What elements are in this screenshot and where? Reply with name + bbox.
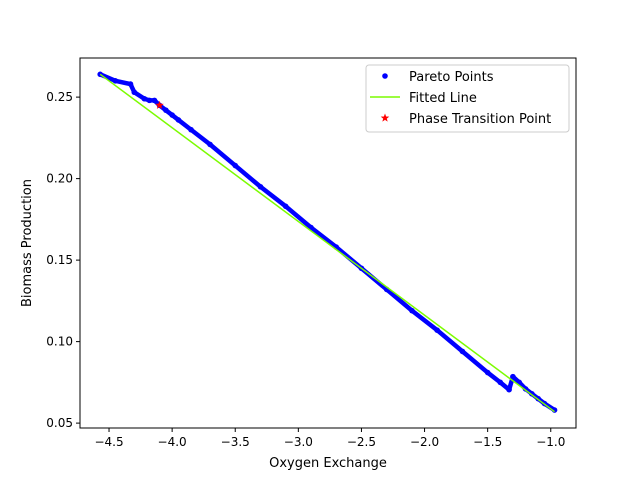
x-tick-label: −1.5 — [473, 435, 502, 449]
y-tick-label: 0.25 — [46, 90, 73, 104]
pareto-point — [188, 126, 194, 133]
pareto-point — [163, 107, 169, 113]
pareto-point — [131, 89, 138, 96]
legend-label-phase-transition-point: Phase Transition Point — [409, 112, 551, 127]
legend-marker-pareto-points — [382, 73, 388, 79]
pareto-point — [282, 203, 289, 210]
pareto-point — [232, 162, 239, 169]
x-tick-label: −2.0 — [410, 435, 439, 449]
pareto-point — [497, 379, 504, 386]
y-tick-label: 0.05 — [46, 416, 73, 430]
x-axis-label: Oxygen Exchange — [269, 456, 387, 471]
y-tick-label: 0.10 — [46, 335, 73, 349]
pareto-point — [257, 183, 264, 190]
pareto-point — [459, 348, 466, 355]
x-tick-label: −3.5 — [221, 435, 250, 449]
pareto-point — [146, 97, 153, 104]
axes-frame — [79, 57, 577, 429]
pareto-point — [510, 373, 516, 380]
pareto-point — [409, 307, 415, 314]
x-tick-label: −4.0 — [158, 435, 187, 449]
x-tick-label: −3.0 — [284, 435, 313, 449]
fitted-line — [99, 73, 555, 413]
x-tick-label: −4.5 — [94, 435, 123, 449]
pareto-point — [112, 78, 119, 84]
x-axis-ticks: −4.5 −4.0 −3.5 −3.0 −2.5 −2.0 −1.5 −1.0 — [94, 428, 565, 449]
plot-area — [97, 71, 558, 413]
phase-transition-point — [155, 100, 164, 109]
pareto-point — [151, 97, 158, 104]
pareto-point — [506, 386, 512, 393]
legend-marker-phase-transition-point — [380, 113, 390, 122]
x-tick-label: −2.5 — [347, 435, 376, 449]
y-tick-label: 0.15 — [46, 253, 73, 267]
y-tick-label: 0.20 — [46, 172, 73, 186]
legend-label-pareto-points: Pareto Points — [409, 70, 494, 85]
legend: Pareto Points Fitted Line Phase Transiti… — [365, 64, 570, 133]
y-axis-label: Biomass Production — [20, 179, 35, 307]
pareto-point — [169, 112, 175, 118]
pareto-point — [484, 369, 491, 376]
pareto-point — [127, 81, 134, 87]
legend-box — [365, 64, 570, 133]
x-tick-label: −1.0 — [536, 435, 565, 449]
pareto-point — [207, 141, 213, 148]
pareto-point — [141, 95, 148, 102]
pareto-point — [434, 327, 440, 334]
pareto-point — [175, 117, 182, 123]
legend-label-fitted-line: Fitted Line — [409, 91, 477, 106]
y-axis-ticks: 0.05 0.10 0.15 0.20 0.25 — [46, 90, 80, 430]
